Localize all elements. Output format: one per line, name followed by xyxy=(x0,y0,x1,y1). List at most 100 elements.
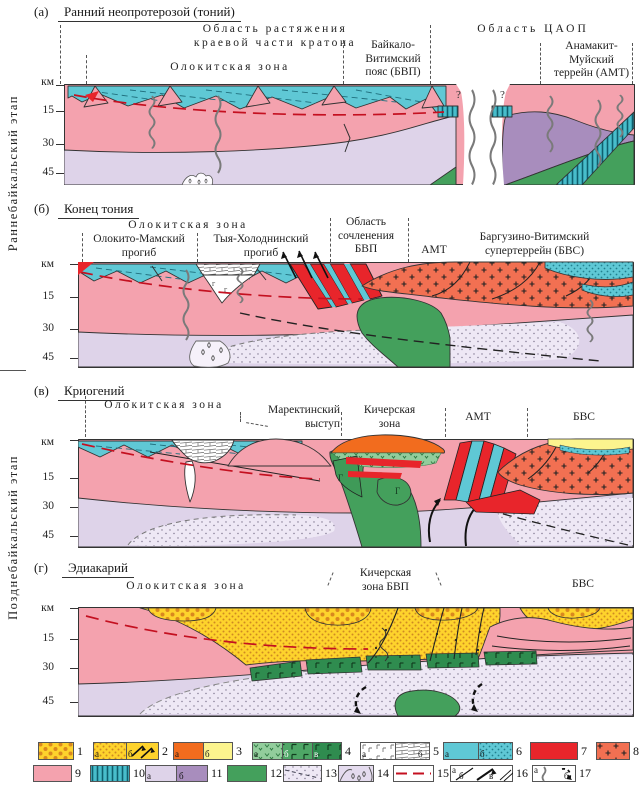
panel-b-letter: (б) xyxy=(34,201,50,216)
axis-unit-g: км xyxy=(41,602,54,614)
zone-kichera-v: Кичерская зона xyxy=(363,404,416,430)
axis-tick-g: 15 xyxy=(42,632,55,644)
axis-tick-g: 30 xyxy=(42,661,55,673)
zone-divider xyxy=(85,396,86,437)
zone-bvs-g: БВС xyxy=(572,578,594,590)
zone-amt-a: Анамакит- Муйский террейн (АМТ) xyxy=(553,40,630,80)
zone-divider xyxy=(86,55,87,84)
panel-g-title: Эдиакарий xyxy=(62,560,134,578)
panel-g-letter: (г) xyxy=(34,560,48,575)
stage-label-late: Позднебайкальский этап xyxy=(6,455,20,620)
legend-item-16: а б в 16 xyxy=(450,765,528,782)
zone-divider xyxy=(435,572,442,586)
detachment-red-dashed xyxy=(81,443,321,480)
legend-number: 7 xyxy=(581,743,587,758)
granite-tongue xyxy=(202,274,255,304)
axis-tick-a: 15 xyxy=(42,104,55,116)
zone-extension: Область растяжения краевой части кратона xyxy=(193,23,357,49)
zone-olokito-mamsky: Олокито-Мамский прогиб xyxy=(93,233,185,259)
legend-item-10: 10 xyxy=(90,765,145,782)
zone-divider xyxy=(408,218,409,262)
zone-divider xyxy=(60,25,61,84)
question-mark: ? xyxy=(456,89,461,101)
zone-divider xyxy=(527,408,528,437)
zone-divider xyxy=(330,218,331,262)
gabbro-block xyxy=(332,455,363,498)
legend-number: 14 xyxy=(377,766,389,780)
delamination-arrows xyxy=(354,682,483,714)
carbonate-patch xyxy=(171,439,235,464)
legend-item-14: 14 xyxy=(338,765,389,782)
thrust-arrows xyxy=(281,250,329,279)
zone-olokit-g: Олокитская зона xyxy=(126,580,246,592)
axis-unit-a: км xyxy=(41,76,54,88)
mantle-relic xyxy=(394,689,461,717)
axis-tick-v: 30 xyxy=(42,500,55,512)
cross-section-a: ? ? xyxy=(64,84,635,185)
legend-number: 9 xyxy=(75,766,81,780)
zone-divider xyxy=(445,408,446,437)
legend-number: 13 xyxy=(325,766,337,780)
axis-unit-b: км xyxy=(41,258,54,270)
legend-number: 6 xyxy=(516,743,522,758)
zone-divider xyxy=(632,43,633,84)
granite-mark: г xyxy=(212,279,216,288)
detachment-fault xyxy=(149,451,321,482)
cover-cyan-dotted xyxy=(544,261,634,280)
cross-section-g xyxy=(78,607,634,717)
stage-label-early: Раннебайкальский этап xyxy=(6,95,20,252)
legend-item-5: а б 5 xyxy=(360,742,439,760)
legend-number: 10 xyxy=(133,766,145,780)
volcanics-orange xyxy=(330,434,446,454)
legend-item-15: 15 xyxy=(393,765,449,782)
legend-item-12: 12 xyxy=(227,765,282,782)
legend-number: 4 xyxy=(345,743,351,758)
axis-unit-v: км xyxy=(41,436,54,448)
red-sliver xyxy=(85,91,99,102)
axis-tick-v: 15 xyxy=(42,471,55,483)
zone-kichera-g: Кичерская зона БВП xyxy=(359,567,412,593)
red-sliver xyxy=(78,262,94,275)
red-sills xyxy=(346,457,422,479)
legend-item-9: 9 xyxy=(33,765,81,782)
legend-item-13: 13 xyxy=(283,765,337,782)
melt-zone xyxy=(189,340,231,368)
legend-number: 5 xyxy=(433,743,439,758)
zone-divider xyxy=(341,412,342,436)
panel-a-title: Ранний неопротерозой (тоний) xyxy=(58,4,241,22)
detachment-red-dashed xyxy=(73,94,445,116)
granite-tongue xyxy=(184,460,196,503)
legend-item-4: а б в 4 xyxy=(252,742,351,760)
stage-divider xyxy=(0,370,26,371)
zone-marektinsky: Маректинский выступ xyxy=(268,404,340,430)
legend-number: 1 xyxy=(77,743,83,758)
legend-number: 15 xyxy=(437,766,449,780)
legend-item-8: 8 xyxy=(596,742,639,760)
axis-tick-a: 45 xyxy=(42,166,55,178)
molasse-patches xyxy=(147,607,601,626)
zone-caop: Область ЦАОП xyxy=(477,23,589,35)
legend-item-17: а б 17 xyxy=(532,765,591,782)
cover-cyan-lens xyxy=(559,444,631,456)
zone-divider xyxy=(540,43,541,84)
detachment-red-dashed xyxy=(85,615,369,650)
axis-tick-b: 30 xyxy=(42,322,55,334)
detachment-red-dashed xyxy=(79,271,363,300)
axis-tick-b: 15 xyxy=(42,290,55,302)
zone-olokit-b: Олокитская зона xyxy=(128,219,248,231)
granulite-dotted xyxy=(128,514,335,546)
dike-block xyxy=(491,105,513,118)
gabbro-mark: Г xyxy=(338,473,343,483)
axis-tick-g: 45 xyxy=(42,695,55,707)
axis-tick-v: 45 xyxy=(42,529,55,541)
zone-divider xyxy=(343,40,344,84)
thrust-slices-red xyxy=(289,263,383,310)
legend-number: 11 xyxy=(211,766,223,780)
legend-item-2: а б 2 xyxy=(93,742,168,760)
granite-mark: г xyxy=(224,285,228,294)
carbonate-layer xyxy=(195,263,261,276)
legend-number: 8 xyxy=(633,743,639,758)
zone-bvp: Байкало- Витимский пояс (БВП) xyxy=(365,39,421,79)
zone-divider xyxy=(430,25,431,84)
zone-bvs-b: Баргузино-Витимский супертеррейн (БВС) xyxy=(479,231,590,257)
